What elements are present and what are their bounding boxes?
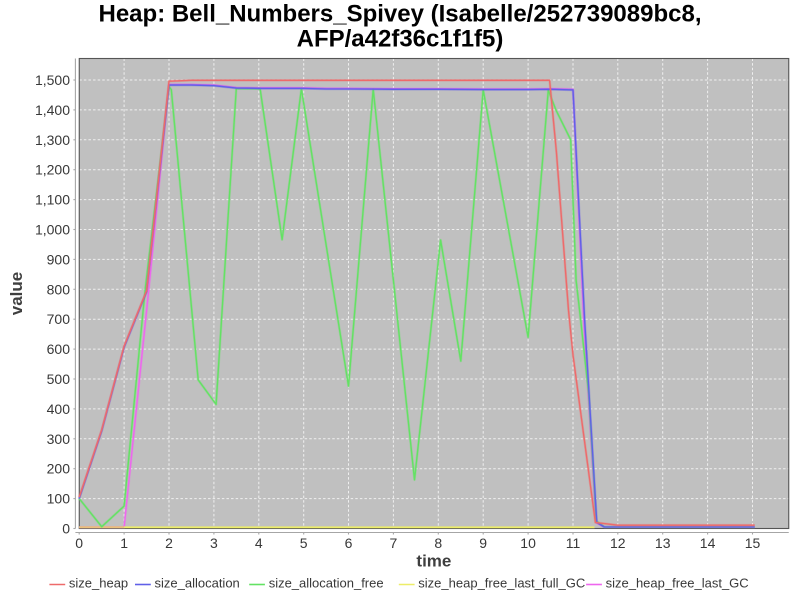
svg-text:300: 300 bbox=[47, 431, 71, 447]
svg-text:9: 9 bbox=[479, 535, 487, 551]
svg-text:1: 1 bbox=[120, 535, 128, 551]
svg-text:size_allocation: size_allocation bbox=[155, 576, 240, 591]
svg-text:6: 6 bbox=[345, 535, 353, 551]
svg-text:size_allocation_free: size_allocation_free bbox=[269, 576, 384, 591]
svg-text:10: 10 bbox=[520, 535, 536, 551]
svg-text:0: 0 bbox=[75, 535, 83, 551]
svg-text:1,000: 1,000 bbox=[35, 222, 70, 238]
svg-text:15: 15 bbox=[745, 535, 761, 551]
svg-text:Heap: Bell_Numbers_Spivey (Isa: Heap: Bell_Numbers_Spivey (Isabelle/2527… bbox=[99, 1, 702, 28]
svg-text:size_heap_free_last_GC: size_heap_free_last_GC bbox=[606, 576, 749, 591]
svg-text:600: 600 bbox=[47, 341, 71, 357]
svg-text:size_heap: size_heap bbox=[69, 576, 128, 591]
svg-text:1,200: 1,200 bbox=[35, 162, 70, 178]
svg-text:1,400: 1,400 bbox=[35, 102, 70, 118]
svg-text:14: 14 bbox=[700, 535, 716, 551]
svg-text:500: 500 bbox=[47, 371, 71, 387]
svg-text:time: time bbox=[416, 552, 451, 571]
svg-text:400: 400 bbox=[47, 401, 71, 417]
svg-text:700: 700 bbox=[47, 311, 71, 327]
svg-text:100: 100 bbox=[47, 491, 71, 507]
svg-text:800: 800 bbox=[47, 281, 71, 297]
svg-text:11: 11 bbox=[566, 535, 581, 551]
svg-text:5: 5 bbox=[300, 535, 308, 551]
svg-text:1,500: 1,500 bbox=[35, 72, 70, 88]
svg-text:12: 12 bbox=[610, 535, 626, 551]
svg-text:1,300: 1,300 bbox=[35, 132, 70, 148]
svg-text:8: 8 bbox=[434, 535, 442, 551]
svg-text:200: 200 bbox=[47, 461, 71, 477]
svg-text:1,100: 1,100 bbox=[35, 192, 70, 208]
svg-text:13: 13 bbox=[655, 535, 671, 551]
svg-text:2: 2 bbox=[165, 535, 173, 551]
svg-text:7: 7 bbox=[390, 535, 398, 551]
svg-text:AFP/a42f36c1f1f5): AFP/a42f36c1f1f5) bbox=[297, 25, 504, 52]
svg-text:0: 0 bbox=[62, 521, 70, 537]
svg-text:3: 3 bbox=[210, 535, 218, 551]
svg-text:4: 4 bbox=[255, 535, 263, 551]
svg-text:value: value bbox=[7, 272, 26, 315]
svg-text:size_heap_free_last_full_GC: size_heap_free_last_full_GC bbox=[418, 576, 585, 591]
svg-text:900: 900 bbox=[47, 251, 71, 267]
